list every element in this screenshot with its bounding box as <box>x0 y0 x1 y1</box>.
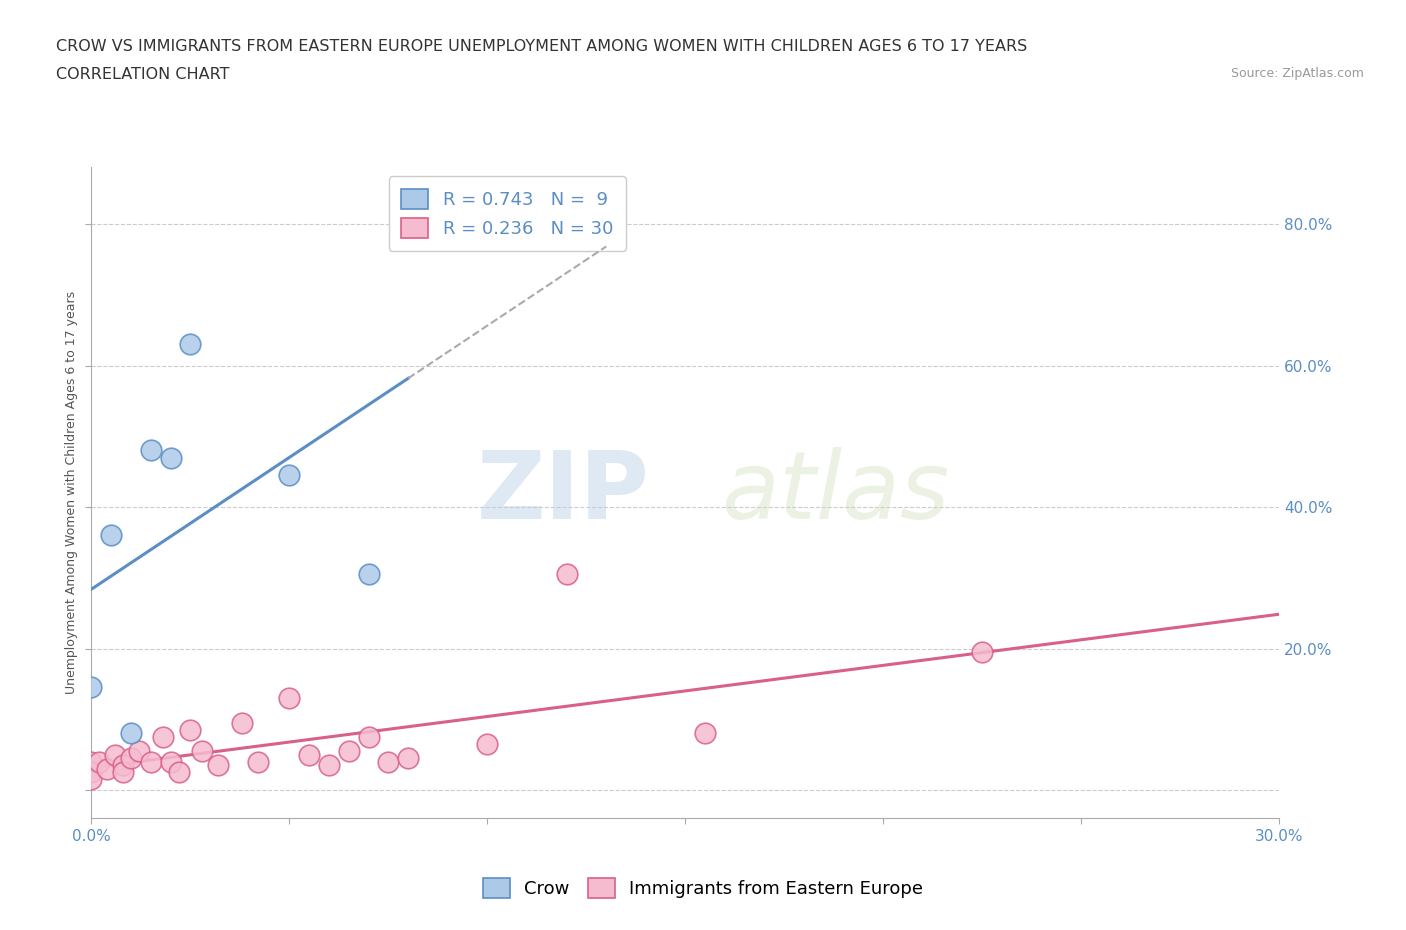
Point <box>298 748 321 763</box>
Point <box>318 758 340 773</box>
Point <box>357 567 380 582</box>
Text: ZIP: ZIP <box>477 447 650 538</box>
Point <box>139 754 162 769</box>
Point <box>112 758 135 773</box>
Point <box>139 443 162 458</box>
Point <box>536 220 558 235</box>
Point <box>207 758 229 773</box>
Point <box>357 730 380 745</box>
Point <box>80 680 103 695</box>
Point <box>377 754 399 769</box>
Point <box>246 754 269 769</box>
Point <box>96 762 118 777</box>
Point <box>112 765 135 780</box>
Point <box>152 730 174 745</box>
Text: atlas: atlas <box>721 447 949 538</box>
Point <box>80 754 103 769</box>
Point <box>555 567 578 582</box>
Point <box>337 744 360 759</box>
Point <box>128 744 150 759</box>
Y-axis label: Unemployment Among Women with Children Ages 6 to 17 years: Unemployment Among Women with Children A… <box>65 291 77 695</box>
Point <box>120 726 142 741</box>
Point <box>159 754 181 769</box>
Point <box>80 772 103 787</box>
Point <box>179 337 201 352</box>
Point <box>167 765 190 780</box>
Point <box>191 744 214 759</box>
Point <box>159 450 181 465</box>
Point <box>278 468 301 483</box>
Point <box>231 715 253 730</box>
Point <box>100 528 122 543</box>
Legend: R = 0.743   N =  9, R = 0.236   N = 30: R = 0.743 N = 9, R = 0.236 N = 30 <box>388 177 626 250</box>
Point <box>477 737 499 751</box>
Point <box>179 723 201 737</box>
Text: Source: ZipAtlas.com: Source: ZipAtlas.com <box>1230 67 1364 80</box>
Point <box>120 751 142 765</box>
Point <box>80 765 103 780</box>
Point <box>89 754 111 769</box>
Text: CROW VS IMMIGRANTS FROM EASTERN EUROPE UNEMPLOYMENT AMONG WOMEN WITH CHILDREN AG: CROW VS IMMIGRANTS FROM EASTERN EUROPE U… <box>56 39 1028 54</box>
Point <box>695 726 717 741</box>
Point <box>278 691 301 706</box>
Point <box>104 748 127 763</box>
Legend: Crow, Immigrants from Eastern Europe: Crow, Immigrants from Eastern Europe <box>474 869 932 907</box>
Point <box>972 644 994 659</box>
Point <box>396 751 419 765</box>
Text: CORRELATION CHART: CORRELATION CHART <box>56 67 229 82</box>
